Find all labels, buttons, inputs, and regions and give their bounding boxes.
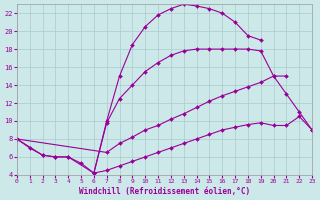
X-axis label: Windchill (Refroidissement éolien,°C): Windchill (Refroidissement éolien,°C) — [79, 187, 250, 196]
